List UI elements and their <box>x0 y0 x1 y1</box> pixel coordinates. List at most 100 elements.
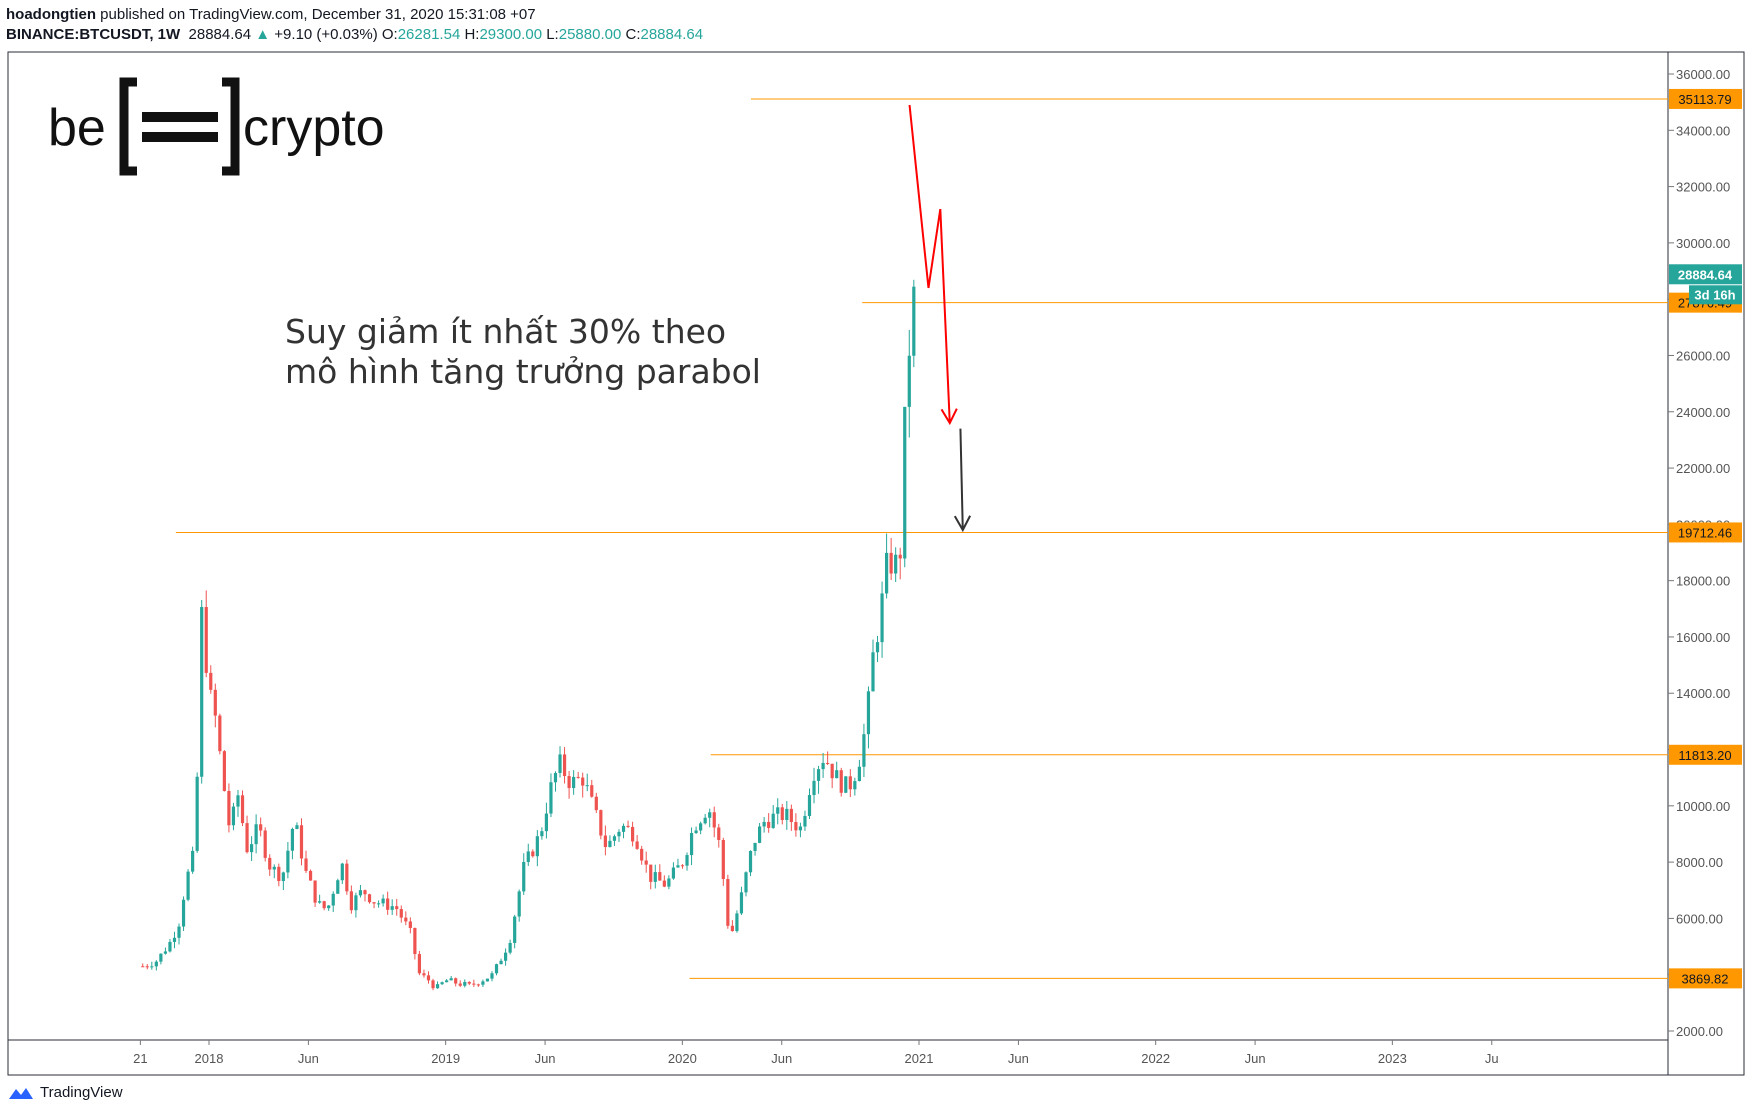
symbol-label: BINANCE:BTCUSDT, 1W <box>6 26 181 43</box>
candle-body-down <box>422 973 426 976</box>
candle-body-up <box>748 850 753 873</box>
close-value: 28884.64 <box>640 26 704 43</box>
candle-body-down <box>712 812 716 828</box>
level-tag-label: 35113.79 <box>1678 92 1731 107</box>
time-axis[interactable]: 21 2018 Jun 2019 Jun 2020 Jun 2021 Jun 2022 Jun 202… <box>133 1040 1499 1066</box>
x-tick-label: 2019 <box>431 1051 460 1066</box>
candle-body-down <box>767 821 771 828</box>
y-tick-label: 2000.00 <box>1676 1024 1723 1039</box>
candle-body-up <box>286 850 290 873</box>
x-tick-label: 2023 <box>1378 1051 1407 1066</box>
black-arrow-path <box>959 428 964 531</box>
x-tick-label: Jun <box>1245 1051 1266 1066</box>
annotation-line-1: Suy giảm ít nhất 30% theo <box>285 312 726 351</box>
candle-body-down <box>213 689 217 716</box>
candle-body-down <box>222 751 226 791</box>
x-tick-label: Jun <box>298 1051 319 1066</box>
countdown-tag <box>1689 285 1742 305</box>
candle-body-up <box>862 734 866 767</box>
level-tag <box>1669 744 1742 765</box>
candle-body-down <box>263 830 267 858</box>
candle-body-up <box>358 890 363 896</box>
candle-body-down <box>227 790 231 826</box>
price-axis[interactable]: 2000.004000.006000.008000.0010000.001200… <box>1668 67 1730 1039</box>
candle-body-up <box>381 898 385 904</box>
candle-body-down <box>372 902 376 904</box>
candle-body-up <box>558 754 562 773</box>
candle-body-up <box>757 826 762 843</box>
price-axis-tags: 35113.7927876.4919712.4611813.203869.822… <box>1669 88 1742 989</box>
candle-body-up <box>295 825 299 829</box>
candle-body-up <box>807 795 812 816</box>
candle-body-up <box>186 871 190 900</box>
candle-body-down <box>562 754 567 777</box>
logo-be: be <box>48 99 106 157</box>
candle-body-down <box>431 980 435 989</box>
candle-body-up <box>812 780 816 796</box>
candle-body-down <box>590 785 594 797</box>
logo-box-top <box>142 112 218 122</box>
candle-body-up <box>621 825 626 832</box>
x-tick-label: 2018 <box>195 1051 224 1066</box>
open-label: O: <box>381 26 398 43</box>
x-tick-label: Jun <box>535 1051 556 1066</box>
level-tag <box>1669 88 1742 109</box>
candle-body-up <box>703 817 707 824</box>
support-resistance-levels <box>175 98 1668 979</box>
candle-body-down <box>644 860 648 865</box>
candle-body-up <box>903 406 907 559</box>
candle-body-up <box>463 981 467 986</box>
tradingview-footer[interactable]: TradingView <box>8 1084 123 1101</box>
author-name[interactable]: hoadongtien <box>6 6 96 23</box>
candle-body-up <box>894 554 898 574</box>
x-tick-label: 21 <box>133 1051 147 1066</box>
candle-body-down <box>399 909 403 918</box>
candle-body-down <box>141 966 145 968</box>
candle-body-down <box>730 925 734 932</box>
candle-body-up <box>762 821 766 827</box>
candle-body-down <box>658 872 662 881</box>
candle-body-up <box>535 836 539 857</box>
candle-body-up <box>585 785 589 787</box>
candle-body-down <box>417 954 422 974</box>
candle-body-up <box>177 926 181 938</box>
candle-body-down <box>780 807 784 820</box>
candle-body-up <box>159 953 163 962</box>
candle-body-up <box>853 781 857 790</box>
candle-body-down <box>794 822 798 831</box>
candle-body-down <box>721 839 725 880</box>
candle-body-down <box>395 906 399 910</box>
candle-body-down <box>299 825 304 859</box>
x-tick-label: 2020 <box>668 1051 697 1066</box>
candle-body-up <box>336 880 340 894</box>
y-tick-label: 34000.00 <box>1676 123 1730 138</box>
candle-body-down <box>826 762 830 764</box>
candle-body-down <box>726 879 730 926</box>
candle-body-up <box>667 878 671 887</box>
candle-body-up <box>508 942 512 953</box>
candle-body-up <box>816 769 821 781</box>
candle-body-up <box>499 960 503 965</box>
y-tick-label: 32000.00 <box>1676 180 1730 195</box>
candle-body-up <box>608 840 612 848</box>
candle-body-down <box>367 894 372 903</box>
candle-body-down <box>204 607 208 673</box>
candle-body-up <box>517 891 521 917</box>
candle-body-down <box>322 901 326 909</box>
candle-body-up <box>549 782 553 814</box>
low-value: 25880.00 <box>558 26 622 43</box>
y-tick-label: 10000.00 <box>1676 799 1730 814</box>
candle-body-down <box>640 848 644 861</box>
candle-body-down <box>349 891 353 911</box>
y-tick-label: 14000.00 <box>1676 686 1730 701</box>
change-value: +9.10 (+0.03%) <box>274 26 378 43</box>
publish-info: hoadongtien published on TradingView.com… <box>6 6 536 23</box>
candle-body-up <box>753 842 757 851</box>
candle-body-up <box>835 770 839 779</box>
candle-body-down <box>839 770 843 793</box>
level-tag <box>1669 968 1742 989</box>
logo-box-bottom <box>142 132 218 142</box>
candle-body-up <box>249 844 254 853</box>
candle-body-up <box>154 961 158 967</box>
